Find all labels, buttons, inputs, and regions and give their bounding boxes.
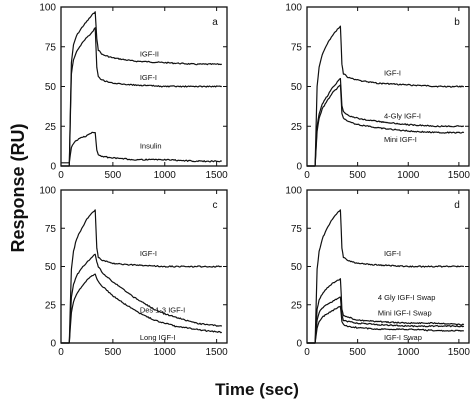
series-line xyxy=(61,11,222,167)
y-tick-label: 100 xyxy=(285,3,302,14)
y-tick-label: 0 xyxy=(296,339,302,350)
y-tick-label: 50 xyxy=(291,262,303,273)
series-annotation: Mini IGF-I xyxy=(384,135,417,144)
chart-panels: 0 500 1000 15000255075100aIGF-IIIGF-IInsuli… xyxy=(39,3,470,359)
y-tick-label: 0 xyxy=(50,162,56,173)
figure-x-axis-label: Time (sec) xyxy=(215,380,299,399)
series-annotation: Mini IGF-I Swap xyxy=(378,308,432,317)
y-tick-label: 0 xyxy=(296,162,302,173)
panel-c: 0 500 1000 1500 0 25 50 75 100 c IGF-I Des 1-3 IGF-… xyxy=(39,186,228,359)
series-line xyxy=(307,296,465,344)
x-tick-label: 1000 xyxy=(154,170,177,181)
x-tick-label: 1500 xyxy=(448,170,471,181)
panel-label: a xyxy=(212,17,218,28)
y-tick-label: 25 xyxy=(45,122,57,133)
x-tick-label: 1000 xyxy=(397,170,420,181)
x-tick-label: 500 xyxy=(105,170,122,181)
x-tick-label: 1500 xyxy=(448,347,471,358)
series-annotation: IGF-I Swap xyxy=(384,333,422,342)
series-line xyxy=(61,253,223,344)
y-tick-label: 75 xyxy=(291,224,303,235)
x-tick-label: 0 xyxy=(304,170,310,181)
x-tick-label: 1500 xyxy=(206,170,229,181)
series-line xyxy=(61,273,223,344)
series-annotation: Long IGF-I xyxy=(140,333,176,342)
panel-label: c xyxy=(213,200,218,211)
y-tick-label: 75 xyxy=(45,224,57,235)
x-tick-label: 0 xyxy=(304,347,310,358)
y-tick-label: 25 xyxy=(45,300,57,311)
y-tick-label: 0 xyxy=(50,339,56,350)
panel-d: 0 500 1000 1500 0 25 50 75 100 d IGF-I 4 Gly IGF-I … xyxy=(285,186,470,359)
series-annotation: IGF-I xyxy=(384,68,401,77)
series-annotation: Insulin xyxy=(140,142,162,151)
series-line xyxy=(307,305,464,344)
series-annotation: 4 Gly IGF-I Swap xyxy=(378,293,436,302)
series-annotation: Des 1-3 IGF-I xyxy=(140,305,185,314)
x-tick-label: 1000 xyxy=(154,347,177,358)
x-tick-label: 1000 xyxy=(397,347,420,358)
y-tick-label: 25 xyxy=(291,300,303,311)
y-tick-label: 50 xyxy=(291,82,303,93)
series-line xyxy=(61,209,222,344)
series-annotation: IGF-I xyxy=(140,73,157,82)
series-line xyxy=(307,278,465,344)
series-line xyxy=(61,27,222,167)
x-tick-label: 500 xyxy=(105,347,122,358)
y-tick-label: 50 xyxy=(45,262,57,273)
y-tick-label: 75 xyxy=(45,42,57,53)
panel-label: b xyxy=(454,17,460,28)
series-line xyxy=(307,209,465,344)
x-tick-label: 0 xyxy=(58,347,64,358)
series-annotation: IGF-I xyxy=(140,249,157,258)
series-annotation: IGF-II xyxy=(140,49,159,58)
panel-a: 0 500 1000 1500 0 25 50 75 100 a IGF-II IGF-I Insuli… xyxy=(39,3,228,182)
x-tick-label: 500 xyxy=(349,347,366,358)
y-tick-label: 100 xyxy=(39,186,56,197)
x-tick-label: 500 xyxy=(349,170,366,181)
panel-label: d xyxy=(454,200,460,211)
series-annotation: IGF-I xyxy=(384,249,401,258)
series-line xyxy=(307,77,465,167)
y-tick-label: 25 xyxy=(291,122,303,133)
series-line xyxy=(307,25,464,167)
series-line xyxy=(307,84,465,167)
figure-y-axis-label: Response (RU) xyxy=(8,123,28,252)
series-line xyxy=(61,131,222,164)
x-tick-label: 1500 xyxy=(206,347,229,358)
y-tick-label: 75 xyxy=(291,42,303,53)
y-tick-label: 100 xyxy=(39,3,56,14)
panel-b: 0 500 1000 1500 0 25 50 75 100 b IGF-I 4-Gly IGF-I M… xyxy=(285,3,470,182)
series-annotation: 4-Gly IGF-I xyxy=(384,111,421,120)
y-tick-label: 100 xyxy=(285,186,302,197)
y-tick-label: 50 xyxy=(45,82,57,93)
x-tick-label: 0 xyxy=(58,170,64,181)
